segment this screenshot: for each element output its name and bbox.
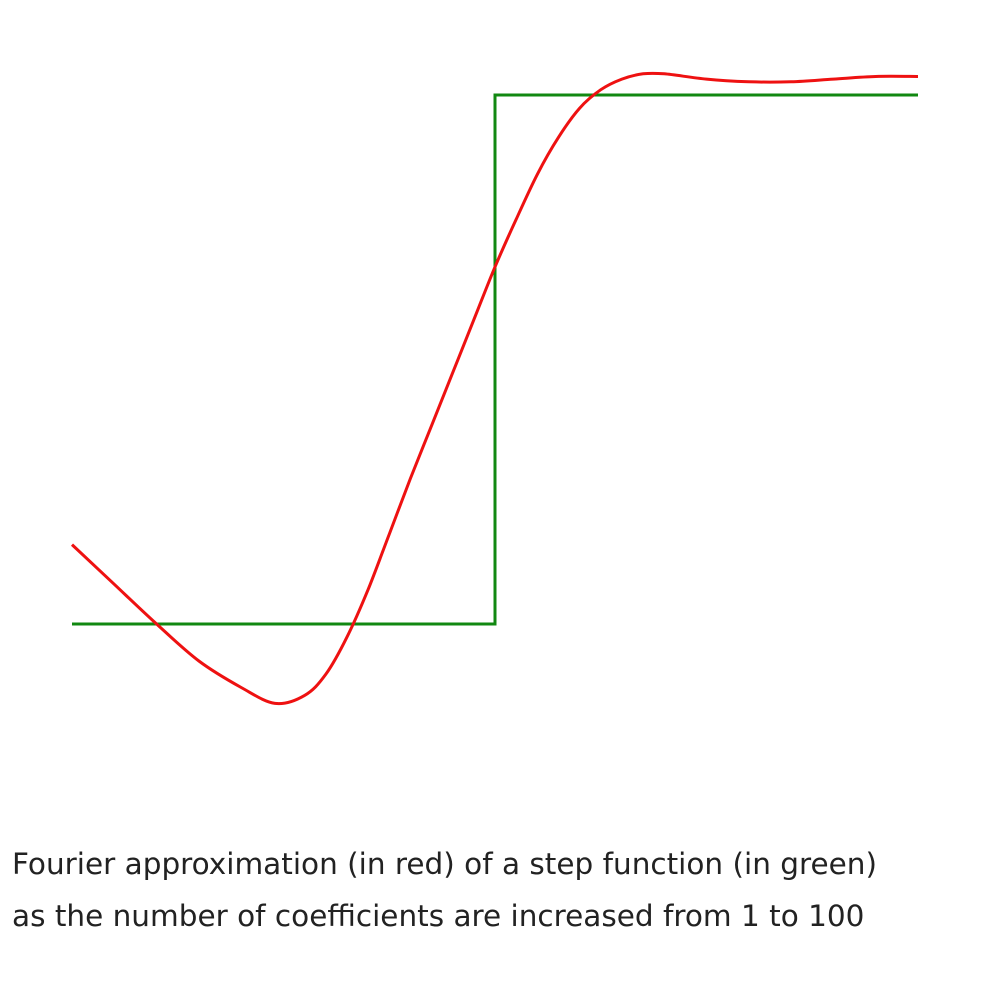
fourier-approximation-line — [70, 71, 919, 706]
figure-caption: Fourier approximation (in red) of a step… — [12, 838, 992, 942]
caption-line-2: as the number of coefficients are increa… — [12, 899, 865, 933]
caption-line-1: Fourier approximation (in red) of a step… — [12, 847, 877, 881]
step-function-line — [72, 93, 918, 626]
chart-plot-area — [70, 71, 919, 706]
